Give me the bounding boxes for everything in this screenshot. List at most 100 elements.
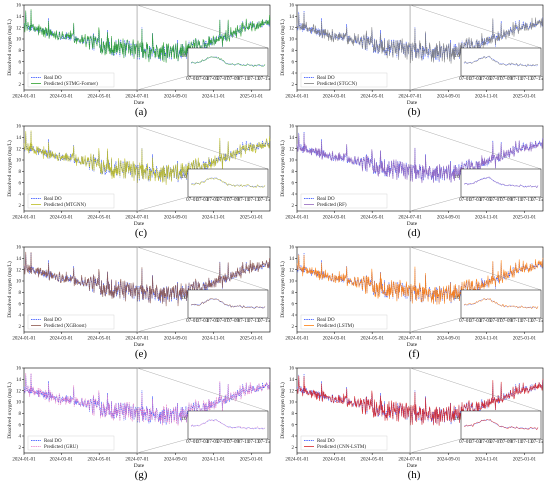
panel-letter: (d) [408, 227, 421, 239]
inset-x-tick-label: 07-11 [238, 440, 250, 445]
y-tick-label: 12 [289, 147, 295, 152]
x-tick-label: 2024-11-01 [202, 337, 226, 342]
x-tick-label: 2025-01-01 [513, 458, 537, 463]
x-tick-label: 2024-03-01 [323, 95, 347, 100]
inset-x-tick-label: 07-13 [521, 77, 533, 82]
chart-panel: 2 4 6 8 10 12 14 16 2024-01-01 2024-03-01 2024-05-… [4, 0, 274, 118]
x-tick-label: 2024-05-01 [87, 95, 111, 100]
y-tick-label: 10 [16, 280, 22, 285]
x-axis-title: Date [407, 342, 418, 348]
inset-predicted-line [463, 418, 539, 431]
inset-real-line [463, 298, 539, 309]
y-tick-label: 8 [292, 170, 295, 175]
inset-x-tick-label: 07-01 [459, 77, 471, 82]
inset-x-tick-label: 07-11 [511, 319, 523, 324]
legend-box [300, 314, 388, 330]
x-tick-label: 2024-11-01 [202, 95, 226, 100]
predicted-series-line [23, 373, 271, 426]
panel-letter: (f) [409, 348, 420, 360]
y-tick-label: 6 [292, 181, 295, 186]
chart-panel: 2 4 6 8 10 12 14 16 2024-01-01 2024-03-01 2024-05-… [277, 121, 547, 239]
plot-frame [23, 125, 271, 212]
y-tick-label: 4 [292, 435, 295, 440]
y-tick-label: 2 [19, 204, 22, 209]
legend-box [300, 435, 388, 451]
zoom-connector-line [410, 75, 462, 91]
y-axis-title: Dissolved oxygen (mg/L) [6, 140, 13, 197]
inset-x-tick-label: 07-11 [238, 77, 250, 82]
x-tick-label: 2024-03-01 [50, 95, 74, 100]
plot-frame [296, 4, 544, 91]
x-tick-label: 2024-01-01 [12, 216, 36, 221]
y-axis-title: Dissolved oxygen (mg/L) [279, 382, 286, 439]
chart-svg: 2 4 6 8 10 12 14 16 2024-01-01 2024-03-01 2024-05-… [279, 246, 544, 360]
inset-x-tick-label: 07-13 [248, 198, 260, 203]
x-tick-label: 2025-01-01 [513, 216, 537, 221]
inset-y-tick-label: 10 [455, 175, 461, 180]
y-tick-label: 10 [16, 38, 22, 43]
inset-frame [460, 168, 542, 198]
x-tick-label: 2024-09-01 [164, 216, 188, 221]
y-tick-label: 6 [292, 60, 295, 65]
predicted-series-line [296, 375, 544, 426]
y-tick-label: 8 [292, 49, 295, 54]
inset-x-tick-label: 07-13 [248, 77, 260, 82]
legend-label-predicted: Predicted (RF) [317, 203, 347, 208]
x-tick-label: 2024-07-01 [125, 95, 149, 100]
inset-real-line [463, 56, 539, 67]
inset-real-line [190, 419, 266, 430]
y-tick-label: 10 [16, 159, 22, 164]
predicted-series-line [296, 254, 544, 305]
x-tick-label: 2025-01-01 [240, 95, 264, 100]
inset-x-tick-label: 07-05 [480, 440, 492, 445]
y-tick-label: 14 [16, 15, 22, 20]
inset-frame [187, 168, 269, 198]
zoom-connector-line [409, 4, 542, 49]
y-tick-label: 12 [289, 389, 295, 394]
legend-label-predicted: Predicted (MTGNN) [44, 203, 86, 208]
x-tick-label: 2024-09-01 [437, 95, 461, 100]
x-tick-label: 2024-09-01 [437, 337, 461, 342]
predicted-series-line [23, 251, 271, 307]
inset-x-tick-label: 07-09 [500, 440, 512, 445]
x-tick-label: 2024-11-01 [475, 458, 499, 463]
legend-label-predicted: Predicted (XGBoost) [44, 324, 87, 329]
x-tick-label: 2024-09-01 [164, 458, 188, 463]
y-tick-label: 14 [289, 136, 295, 141]
inset-x-tick-label: 07-01 [459, 319, 471, 324]
y-tick-label: 12 [289, 268, 295, 273]
x-tick-label: 2024-05-01 [360, 95, 384, 100]
legend-label-real: Real DO [44, 318, 62, 323]
legend-label-real: Real DO [44, 439, 62, 444]
x-tick-label: 2024-11-01 [475, 216, 499, 221]
inset-x-tick-label: 07-03 [469, 198, 481, 203]
inset-predicted-line [463, 176, 539, 189]
inset-x-tick-label: 07-09 [500, 77, 512, 82]
y-tick-label: 4 [19, 193, 22, 198]
x-axis-title: Date [407, 463, 418, 469]
zoom-connector-line [409, 367, 542, 412]
inset-x-tick-label: 07-07 [217, 440, 229, 445]
x-tick-label: 2024-01-01 [285, 337, 309, 342]
x-tick-label: 2025-01-01 [240, 458, 264, 463]
inset-x-tick-label: 07-09 [227, 440, 239, 445]
x-tick-label: 2025-01-01 [513, 337, 537, 342]
inset-frame [187, 289, 269, 319]
inset-predicted-line [190, 56, 266, 68]
inset-x-tick-label: 07-07 [217, 198, 229, 203]
inset-x-tick-label: 07-03 [469, 319, 481, 324]
x-tick-label: 2024-05-01 [360, 216, 384, 221]
inset-x-tick-label: 07-07 [490, 319, 502, 324]
x-tick-label: 2024-03-01 [50, 458, 74, 463]
inset-x-tick-label: 07-11 [238, 198, 250, 203]
y-tick-label: 12 [16, 389, 22, 394]
zoom-connector-line [410, 196, 462, 212]
inset-x-tick-label: 07-01 [186, 319, 198, 324]
y-tick-label: 2 [19, 446, 22, 451]
y-tick-label: 12 [16, 268, 22, 273]
legend-box [300, 193, 388, 209]
inset-x-tick-label: 07-05 [207, 319, 219, 324]
y-axis-title: Dissolved oxygen (mg/L) [279, 140, 286, 197]
chart-svg: 2 4 6 8 10 12 14 16 2024-01-01 2024-03-01 2024-05-… [6, 4, 270, 118]
x-tick-label: 2024-07-01 [125, 337, 149, 342]
